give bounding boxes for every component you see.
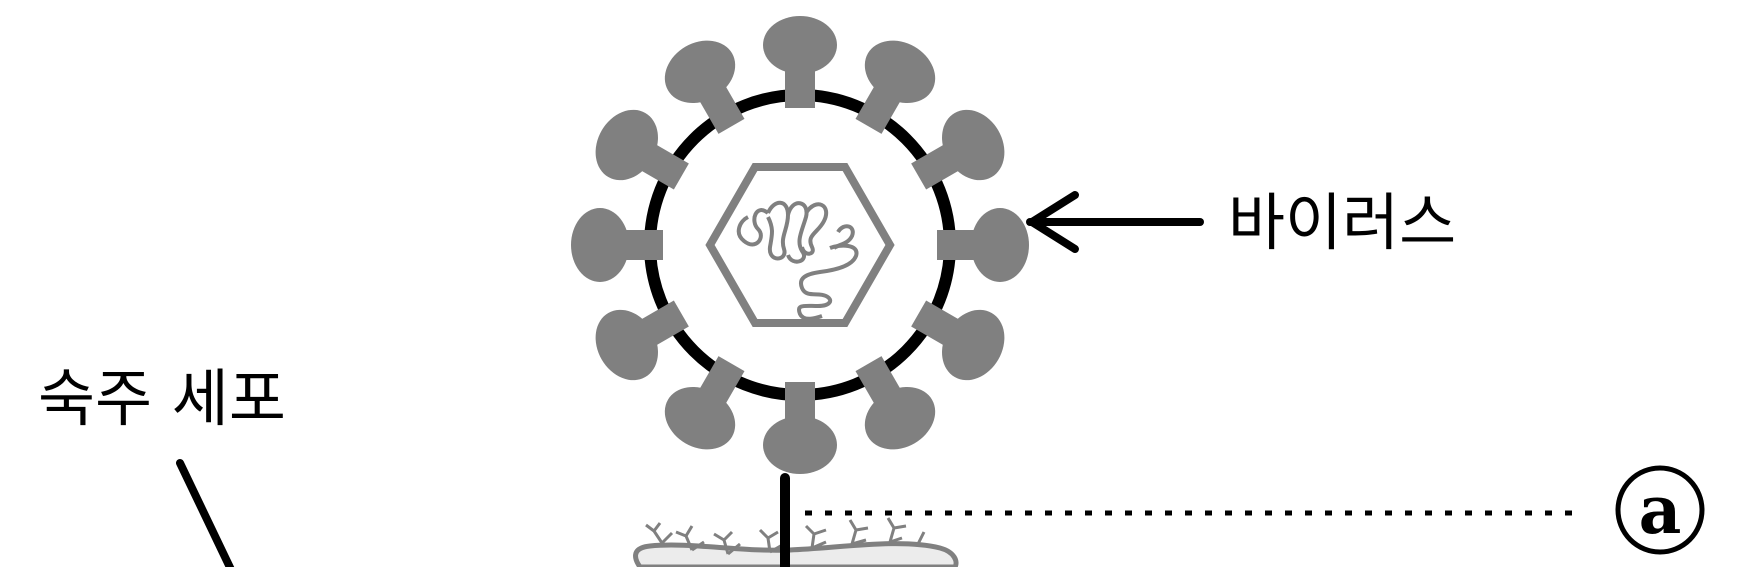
- virus-label-arrow: [1026, 191, 1204, 253]
- host-cell-pointer: [176, 459, 235, 567]
- spike-stem: [855, 79, 905, 134]
- spike-stem: [855, 356, 905, 411]
- marker-a: a: [1615, 465, 1705, 555]
- spike-knob: [763, 16, 837, 74]
- spike-stem: [634, 300, 689, 350]
- virus-spike-stems: [617, 62, 983, 428]
- rna-strand-icon: [736, 200, 859, 321]
- spike-stem: [911, 140, 966, 190]
- marker-a-label: a: [1639, 471, 1682, 549]
- spike-stem: [785, 382, 815, 428]
- spike-stem: [911, 300, 966, 350]
- spike-stem: [785, 62, 815, 108]
- host-cell-membrane: [633, 541, 959, 567]
- virus-label: 바이러스: [1228, 186, 1456, 259]
- spike-knob: [971, 208, 1029, 282]
- host-cell: [633, 517, 959, 567]
- spike-stem: [695, 79, 745, 134]
- spike-stem: [617, 230, 663, 260]
- spike-stem: [634, 140, 689, 190]
- spike-knob: [763, 416, 837, 474]
- receptor-icon: [645, 517, 929, 556]
- host-cell-label: 숙주 세포: [38, 362, 286, 435]
- virus-icon: [571, 16, 1029, 474]
- spike-stem: [937, 230, 983, 260]
- spike-stem: [695, 356, 745, 411]
- spike-knob: [571, 208, 629, 282]
